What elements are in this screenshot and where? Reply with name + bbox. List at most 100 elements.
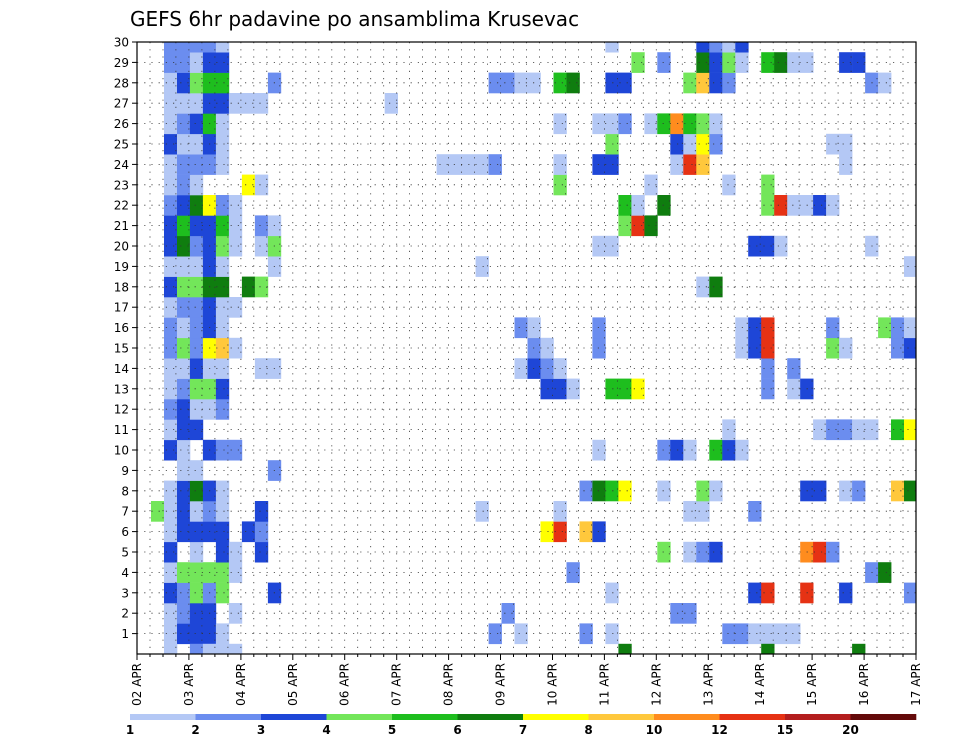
colorbar-label: 12 (711, 723, 728, 737)
precip-cell (696, 42, 710, 53)
precip-cell (189, 603, 204, 624)
precip-cell (177, 317, 191, 339)
precip-cell (177, 603, 191, 624)
precip-cell (696, 72, 710, 94)
precip-cell (189, 399, 204, 420)
precip-cell (761, 337, 775, 359)
precip-cell (553, 378, 567, 400)
precip-cell (164, 419, 178, 441)
y-tick-label: 2 (121, 607, 129, 621)
precip-cell (592, 235, 606, 257)
precip-cell (189, 215, 204, 237)
precip-cell (164, 133, 178, 155)
precip-cell (748, 501, 762, 522)
precip-cell (657, 541, 671, 563)
precip-cell (540, 521, 554, 543)
precip-cell (228, 337, 243, 359)
precip-cell (579, 480, 593, 502)
precip-cell (215, 72, 230, 94)
precip-cell (670, 154, 684, 175)
heatmap-cells (151, 42, 917, 655)
colorbar-label: 6 (453, 723, 461, 737)
precip-cell (164, 480, 178, 502)
precip-cell (839, 154, 853, 175)
colorbar-swatch (195, 714, 262, 720)
precip-cell (657, 480, 671, 502)
precip-cell (164, 215, 178, 237)
precip-cell (553, 174, 567, 196)
precip-cell (813, 480, 827, 502)
precip-cell (761, 643, 775, 655)
precip-cell (709, 113, 723, 135)
y-tick-label: 1 (121, 627, 129, 641)
x-tick-label: 15 APR (805, 663, 819, 706)
precip-cell (164, 297, 178, 318)
precip-cell (904, 582, 917, 604)
precip-cell (164, 113, 178, 135)
precip-cell (215, 317, 230, 339)
y-tick-label: 18 (114, 280, 129, 294)
precip-cell (215, 235, 230, 257)
precip-cell (904, 480, 917, 502)
precip-cell (164, 93, 178, 114)
precip-cell (839, 133, 853, 155)
precip-cell (605, 582, 619, 604)
precip-cell (164, 174, 178, 196)
precip-cell (215, 541, 230, 563)
precip-cell (164, 399, 178, 420)
precip-cell (592, 439, 606, 461)
x-axis: 02 APR 03 APR 04 APR 05 APR 06 APR 07 APR 08 A… (130, 654, 923, 706)
precip-cell (164, 317, 178, 339)
precip-cell (177, 195, 191, 216)
precip-cell (514, 317, 528, 339)
precip-cell (189, 42, 204, 53)
precip-cell (514, 623, 528, 645)
precip-cell (215, 337, 230, 359)
colorbar-label: 5 (388, 723, 396, 737)
precip-cell (605, 480, 619, 502)
precip-cell (566, 562, 580, 583)
precip-cell (839, 52, 853, 73)
precip-cell (774, 235, 788, 257)
precip-cell (177, 480, 191, 502)
colorbar-label: 7 (519, 723, 527, 737)
precip-cell (709, 276, 723, 298)
precip-cell (761, 623, 775, 645)
precip-cell (683, 154, 697, 175)
precip-cell (215, 623, 230, 645)
precip-cell (177, 582, 191, 604)
precip-cell (449, 154, 463, 175)
precip-cell (904, 317, 917, 339)
precip-cell (566, 378, 580, 400)
precip-cell (891, 480, 905, 502)
precip-cell (164, 562, 178, 583)
precip-cell (177, 337, 191, 359)
precip-cell (787, 623, 801, 645)
precip-cell (592, 521, 606, 543)
precip-cell (540, 358, 554, 379)
precip-cell (709, 439, 723, 461)
precip-cell (644, 113, 658, 135)
y-tick-label: 17 (114, 301, 129, 315)
precip-cell (826, 195, 840, 216)
precip-cell (657, 113, 671, 135)
precip-cell (748, 317, 762, 339)
precip-cell (164, 42, 178, 53)
precip-cell (722, 419, 736, 441)
precip-cell (709, 42, 723, 53)
precip-cell (215, 643, 230, 655)
precip-cell (904, 256, 917, 277)
precip-cell (605, 235, 619, 257)
precip-cell (644, 174, 658, 196)
precip-cell (215, 562, 230, 583)
precip-cell (670, 113, 684, 135)
y-tick-label: 6 (121, 525, 129, 539)
precip-cell (670, 439, 684, 461)
precip-cell (683, 133, 697, 155)
precip-cell (164, 337, 178, 359)
precip-cell (177, 93, 191, 114)
precip-cell (254, 174, 269, 196)
precip-cell (254, 521, 269, 543)
precip-cell (215, 439, 230, 461)
